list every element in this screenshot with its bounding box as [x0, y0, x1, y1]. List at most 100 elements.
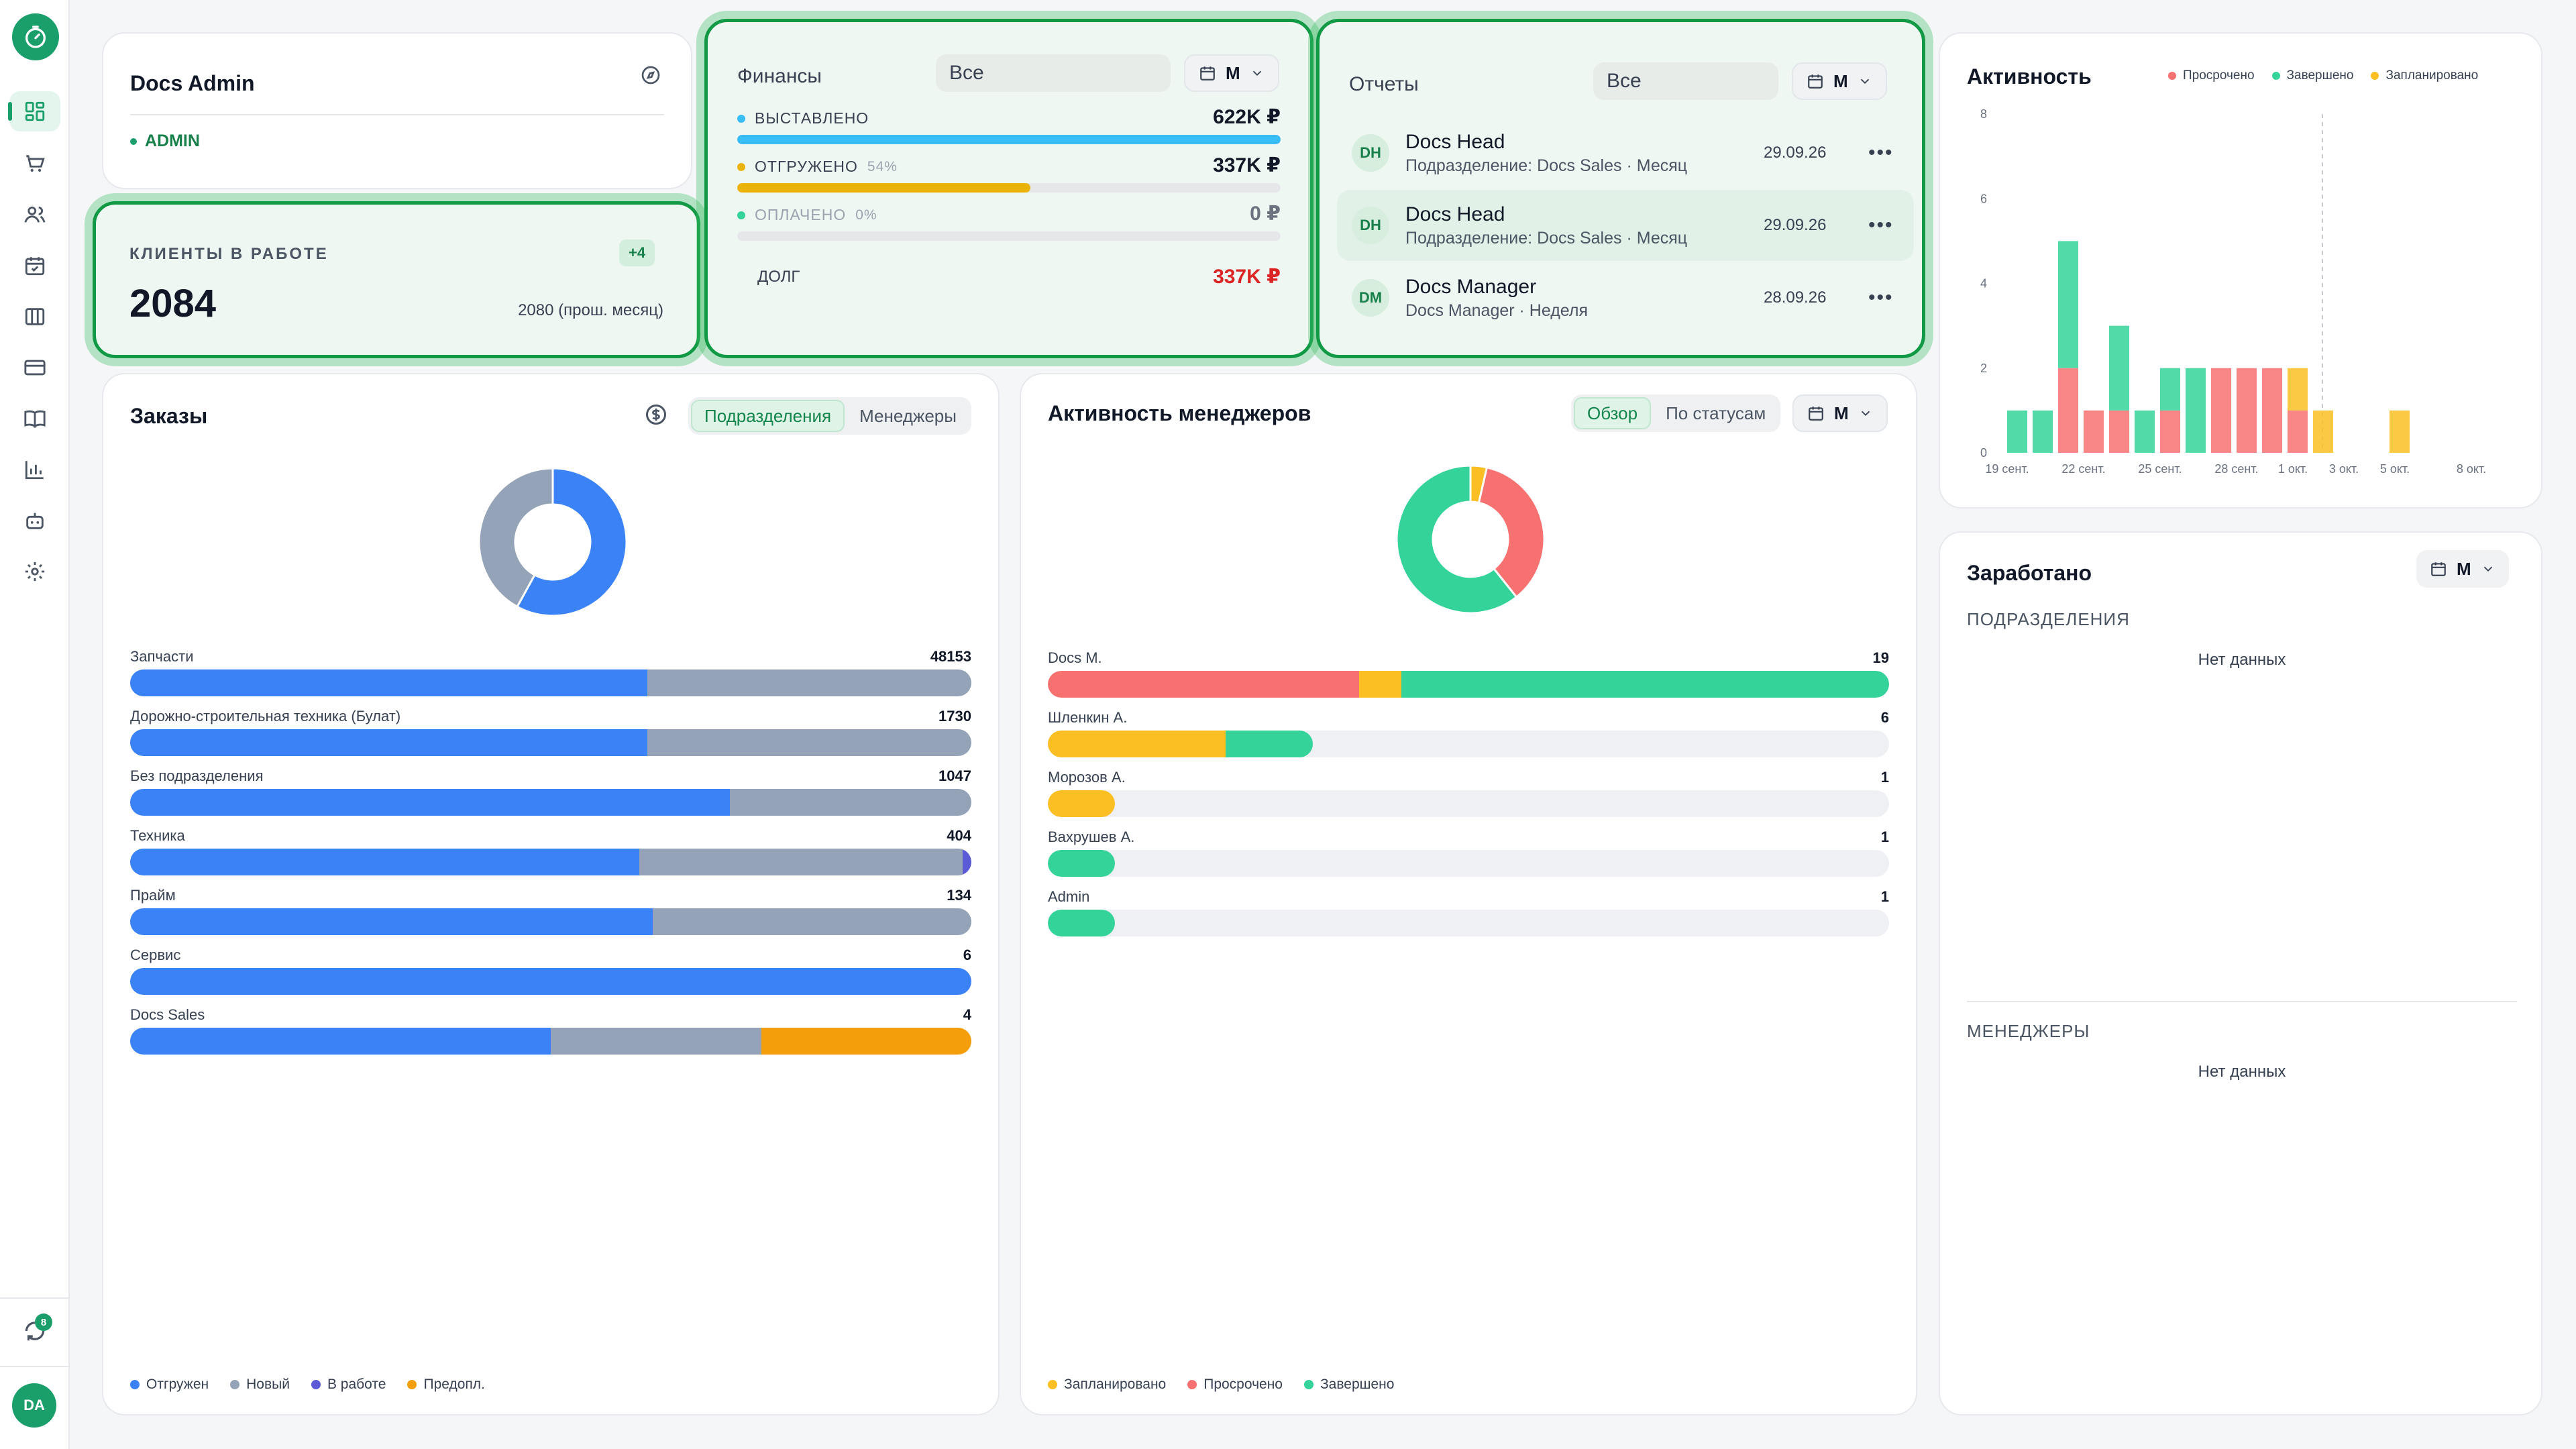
sync-count-badge: 8 [35, 1313, 52, 1331]
legend-label: Запланировано [1064, 1377, 1167, 1392]
managers-row-label: Docs M. [1048, 649, 1102, 666]
finance-period-select[interactable]: М [1184, 54, 1279, 92]
tab-overview[interactable]: Обзор [1574, 397, 1652, 429]
compass-icon[interactable] [640, 64, 661, 86]
legend-label: Завершено [2286, 68, 2354, 83]
y-tick-label: 0 [1980, 446, 1987, 460]
report-date: 29.09.26 [1764, 216, 1827, 234]
activity-card: Активность Просрочено Завершено Запланиров… [1939, 32, 2542, 508]
orders-row-value: 1730 [938, 708, 971, 724]
report-subtitle: Подразделение: Docs Sales · Месяц [1405, 228, 1688, 248]
managers-row-label: Шленкин А. [1048, 709, 1128, 726]
finance-row-dot [737, 162, 745, 171]
currency-icon[interactable] [644, 402, 668, 427]
orders-row-value: 134 [947, 887, 971, 904]
report-item[interactable]: DH Docs Head Подразделение: Docs Sales · М… [1337, 117, 1914, 189]
orders-donut-chart [478, 467, 628, 617]
tab-by-status[interactable]: По статусам [1666, 402, 1766, 423]
activity-bar [2084, 410, 2104, 453]
nav-analytics[interactable] [9, 449, 60, 490]
activity-title: Активность [1967, 64, 2092, 89]
x-tick-label: 3 окт. [2329, 462, 2359, 476]
more-icon[interactable]: ••• [1868, 142, 1894, 164]
managers-bar-segment [1048, 850, 1116, 877]
activity-bar [2237, 368, 2257, 453]
orders-bar-segment [130, 1028, 551, 1055]
clients-value: 2084 [129, 282, 217, 325]
nav-dashboard[interactable] [8, 91, 60, 131]
y-tick-label: 2 [1980, 362, 1987, 375]
nav-clients[interactable] [9, 195, 60, 235]
managers-bar-segment [1048, 671, 1359, 698]
finance-row-pct: 0% [855, 207, 877, 223]
report-avatar: DH [1352, 207, 1389, 244]
orders-bar-segment [647, 669, 971, 696]
orders-row-bar [130, 1028, 971, 1055]
activity-bar [2058, 241, 2078, 368]
reports-filter-select[interactable]: Все [1593, 62, 1778, 100]
more-icon[interactable]: ••• [1868, 286, 1894, 309]
report-item[interactable]: DM Docs Manager Docs Manager · Неделя 28.09… [1337, 262, 1914, 333]
legend-swatch [1048, 1380, 1057, 1390]
activity-bar [2160, 368, 2180, 411]
finance-row-value: 337K ₽ [1213, 154, 1281, 176]
activity-bar [2288, 368, 2308, 411]
legend-swatch [130, 1380, 140, 1390]
x-tick-label: 5 окт. [2380, 462, 2410, 476]
sync-button[interactable]: 8 [15, 1311, 55, 1351]
sidebar-divider [0, 1297, 70, 1299]
orders-bar-segment [130, 729, 648, 756]
clients-card: КЛИЕНТЫ В РАБОТЕ +4 2084 2080 (прош. мес… [93, 201, 700, 358]
x-tick-label: 25 сент. [2138, 462, 2182, 476]
managers-period-select[interactable]: М [1792, 394, 1888, 432]
activity-chart: 0 2 4 6 8 19 сент. 22 сент. 25 сент. 28 сент. 1 о… [1980, 107, 2486, 476]
managers-bar-fill [1048, 850, 1116, 877]
nav-kanban[interactable] [9, 297, 60, 337]
tab-managers[interactable]: Менеджеры [859, 405, 957, 426]
users-icon [24, 206, 46, 223]
sync-icon [25, 1321, 45, 1341]
nav-bots[interactable] [9, 500, 60, 541]
legend-swatch [2168, 71, 2176, 80]
profile-divider [130, 114, 664, 115]
orders-bar-segment [130, 908, 653, 935]
reports-period-select[interactable]: М [1792, 62, 1887, 100]
report-avatar: DH [1352, 134, 1389, 172]
managers-bar-segment [1048, 910, 1116, 936]
finance-row-value: 622K ₽ [1213, 106, 1281, 128]
finance-row-dot [737, 114, 745, 123]
managers-bar-segment [1358, 671, 1401, 698]
earned-period-select[interactable]: М [2416, 550, 2509, 588]
orders-row-value: 404 [947, 827, 971, 844]
finance-filter-select[interactable]: Все [936, 54, 1171, 92]
managers-row-bar [1048, 671, 1889, 698]
tab-departments[interactable]: Подразделения [691, 400, 845, 432]
role-badge: ADMIN [130, 131, 200, 151]
report-name: Docs Head [1405, 203, 1505, 225]
activity-bar [2288, 410, 2308, 453]
orders-tabs: Подразделения Менеджеры [688, 397, 971, 435]
legend-label: Просрочено [1203, 1377, 1283, 1392]
app-logo[interactable] [12, 13, 59, 60]
user-avatar[interactable]: DA [12, 1383, 56, 1428]
legend-item: Запланировано [2371, 68, 2478, 83]
nav-settings[interactable] [9, 551, 60, 592]
activity-bar [2109, 410, 2129, 453]
donut-slice [1395, 464, 1518, 614]
managers-bar-fill [1048, 910, 1116, 936]
orders-row-bar [130, 908, 971, 935]
x-tick-label: 1 окт. [2278, 462, 2308, 476]
nav-knowledge[interactable] [9, 398, 60, 439]
more-icon[interactable]: ••• [1868, 214, 1894, 236]
nav-calendar[interactable] [9, 246, 60, 286]
managers-bar-segment [1048, 790, 1116, 817]
book-icon [24, 410, 46, 428]
legend-swatch [1187, 1380, 1197, 1390]
nav-orders[interactable] [9, 144, 60, 184]
orders-bar-segment [130, 968, 971, 995]
managers-row-label: Вахрушев А. [1048, 828, 1135, 845]
report-item[interactable]: DH Docs Head Подразделение: Docs Sales · М… [1337, 190, 1914, 261]
finance-row-pct: 54% [867, 158, 898, 174]
legend-label: Завершено [1320, 1377, 1395, 1392]
nav-payments[interactable] [9, 347, 60, 388]
